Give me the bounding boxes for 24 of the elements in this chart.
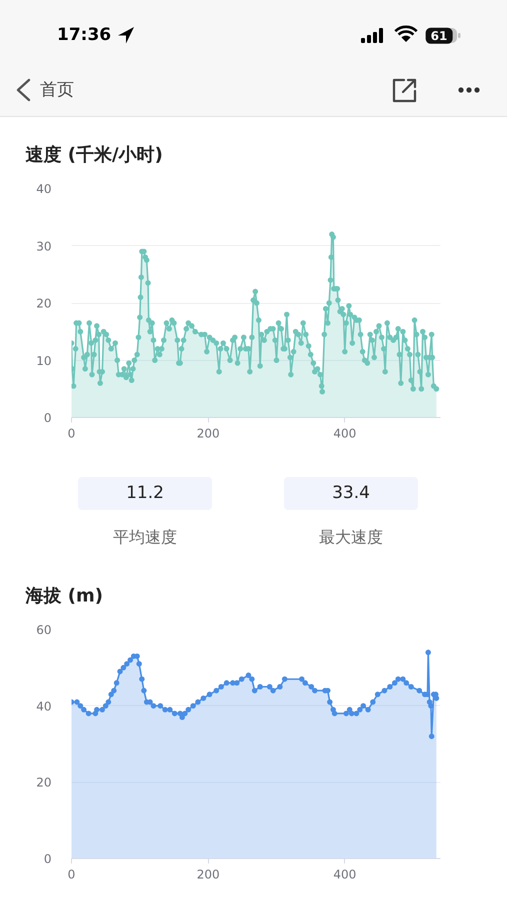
y-tick-label: 20 bbox=[36, 776, 52, 790]
text: 11.2 bbox=[78, 477, 212, 510]
x-tick-label: 0 bbox=[68, 868, 76, 882]
text: 33.4 bbox=[284, 477, 418, 510]
y-tick-label: 40 bbox=[36, 182, 52, 196]
y-tick-label: 10 bbox=[36, 354, 52, 368]
y-tick-label: 60 bbox=[36, 623, 52, 637]
y-tick-label: 0 bbox=[44, 411, 52, 425]
text: 最大速度 bbox=[319, 527, 383, 547]
text: 17:36 bbox=[57, 24, 112, 46]
y-tick-label: 30 bbox=[36, 239, 52, 254]
x-tick-label: 0 bbox=[68, 426, 76, 440]
text: 平均速度 bbox=[113, 527, 177, 547]
y-tick-label: 20 bbox=[36, 296, 52, 310]
x-tick-label: 200 bbox=[196, 868, 220, 882]
x-tick-label: 200 bbox=[196, 426, 220, 440]
x-tick-label: 400 bbox=[333, 868, 356, 882]
text: 61 bbox=[426, 27, 452, 44]
chart-title: 速度 (千米/小时) bbox=[26, 144, 163, 166]
chart-title: 海拔 (m) bbox=[24, 586, 103, 606]
y-tick-label: 40 bbox=[36, 699, 52, 714]
text: 首页 bbox=[40, 80, 74, 100]
x-tick-label: 400 bbox=[333, 426, 356, 440]
y-tick-label: 0 bbox=[44, 852, 52, 866]
